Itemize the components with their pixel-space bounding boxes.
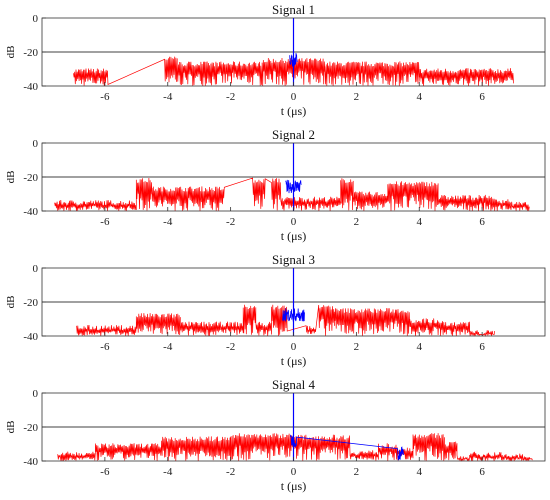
x-tick-label: -6 (100, 466, 110, 478)
y-tick-label: -40 (23, 206, 38, 218)
y-tick-label: -40 (23, 456, 38, 468)
x-tick-label: 6 (479, 341, 485, 353)
y-tick-label: -40 (23, 81, 38, 93)
signal-series-line (57, 433, 533, 462)
x-tick-label: -4 (163, 466, 173, 478)
x-tick-label: -2 (226, 216, 235, 228)
y-tick-label: 0 (33, 388, 39, 400)
x-tick-label: -4 (163, 216, 173, 228)
signal-series-line (73, 56, 514, 87)
x-tick-label: 0 (291, 91, 297, 103)
x-axis-label: t (μs) (281, 354, 306, 368)
x-tick-label: 4 (417, 216, 423, 228)
y-axis-label: dB (5, 421, 17, 434)
x-tick-label: 2 (354, 91, 360, 103)
reference-series-line (290, 434, 404, 461)
panel-title: Signal 4 (272, 377, 315, 392)
signal-series-line (54, 177, 530, 212)
x-tick-label: 2 (354, 466, 360, 478)
x-tick-label: 0 (291, 216, 297, 228)
x-tick-label: 4 (417, 341, 423, 353)
x-tick-label: -2 (226, 341, 235, 353)
x-tick-label: -6 (100, 216, 110, 228)
x-tick-label: -4 (163, 91, 173, 103)
x-tick-label: 6 (479, 216, 485, 228)
y-axis-label: dB (5, 46, 17, 59)
x-tick-label: 0 (291, 466, 297, 478)
panel-title: Signal 3 (272, 252, 315, 267)
x-tick-label: 4 (417, 91, 423, 103)
x-tick-label: 6 (479, 91, 485, 103)
x-tick-label: 2 (354, 341, 360, 353)
x-tick-label: -2 (226, 91, 235, 103)
x-tick-label: -4 (163, 341, 173, 353)
x-tick-label: -6 (100, 341, 110, 353)
x-tick-label: -6 (100, 91, 110, 103)
y-tick-label: 0 (33, 13, 39, 25)
y-tick-label: -20 (23, 172, 38, 184)
y-tick-label: 0 (33, 263, 39, 275)
y-tick-label: 0 (33, 138, 39, 150)
x-tick-label: 4 (417, 466, 423, 478)
signal-series-line (76, 304, 496, 337)
x-axis-label: t (μs) (281, 479, 306, 493)
panel-title: Signal 1 (272, 2, 315, 17)
x-tick-label: -2 (226, 466, 235, 478)
x-tick-label: 2 (354, 216, 360, 228)
y-axis-label: dB (5, 296, 17, 309)
y-axis-label: dB (5, 171, 17, 184)
panel-title: Signal 2 (272, 127, 315, 142)
x-axis-label: t (μs) (281, 104, 306, 118)
x-axis-label: t (μs) (281, 229, 306, 243)
y-tick-label: -20 (23, 47, 38, 59)
y-tick-label: -20 (23, 422, 38, 434)
y-tick-label: -20 (23, 297, 38, 309)
y-tick-label: -40 (23, 331, 38, 343)
x-tick-label: 0 (291, 341, 297, 353)
x-tick-label: 6 (479, 466, 485, 478)
